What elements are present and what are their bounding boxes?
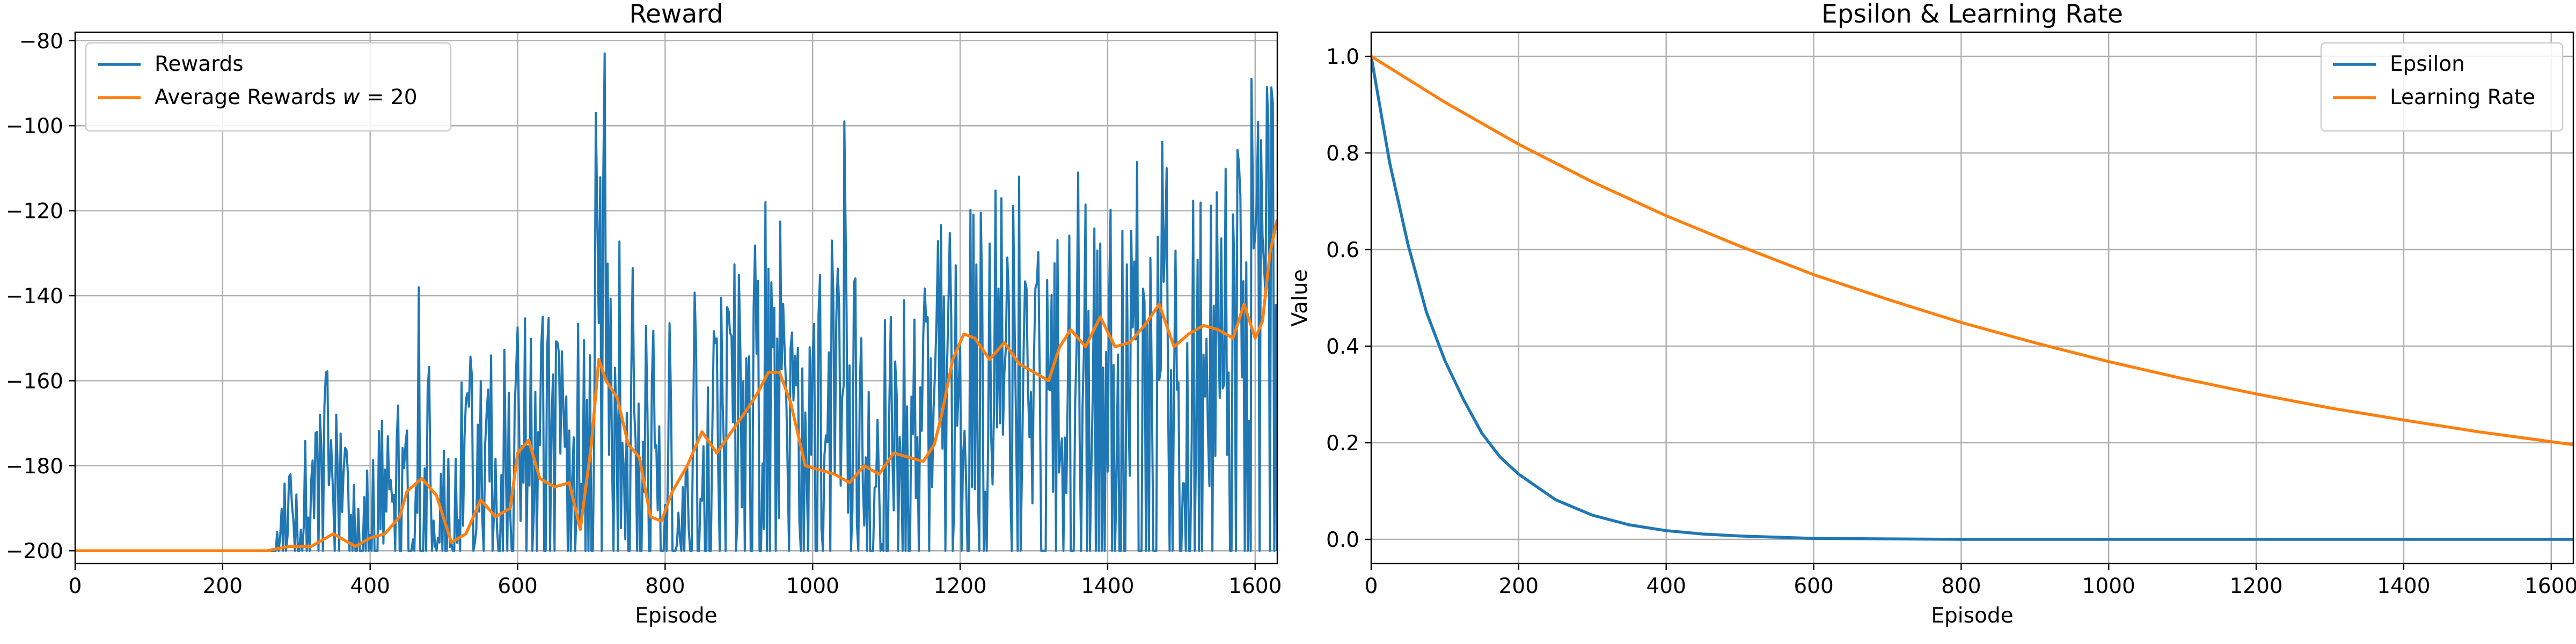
legend-entry: Epsilon <box>2390 52 2465 76</box>
legend: Rewards Average Rewards w = 20 <box>85 42 452 132</box>
legend-entry: Average Rewards w = 20 <box>155 85 418 109</box>
x-axis-label: Episode <box>1931 604 2013 628</box>
x-tick-label: 400 <box>350 574 390 598</box>
x-tick-label: 200 <box>1499 574 1539 598</box>
legend-entry: Rewards <box>155 52 244 76</box>
y-tick-label: 0.8 <box>1326 142 1359 166</box>
x-tick-label: 0 <box>69 574 82 598</box>
reward-chart: 0 200 400 600 800 1000 1200 1400 1600 −200 −180 −16… <box>6 0 1282 628</box>
y-tick-label: −160 <box>6 369 63 393</box>
y-tick-label: −200 <box>6 539 63 564</box>
axes-frame <box>1370 31 2574 565</box>
x-tick-label: 200 <box>203 574 243 598</box>
legend: Epsilon Learning Rate <box>2320 42 2564 132</box>
x-tick-label: 800 <box>645 574 685 598</box>
legend-entry: Learning Rate <box>2390 85 2535 109</box>
plot-area <box>75 52 1277 552</box>
x-tick-label: 600 <box>1794 574 1833 598</box>
series-line-0 <box>75 52 1277 552</box>
y-tick-label: 0.6 <box>1326 238 1359 262</box>
y-tick-label: −120 <box>6 200 63 224</box>
y-tick-label: 0.4 <box>1326 335 1359 359</box>
x-axis-label: Episode <box>635 604 717 628</box>
y-tick-label: 0.0 <box>1326 528 1359 552</box>
x-tick-label: 800 <box>1941 574 1981 598</box>
epsilon-learning-rate-chart: 0 200 400 600 800 1000 1200 1400 1600 0.0 0.2 0.4 0.… <box>1288 0 2576 628</box>
plot-area <box>1371 55 2573 541</box>
x-tick-label: 1000 <box>786 574 839 598</box>
x-tick-label: 1200 <box>933 574 986 598</box>
y-tick-label: 1.0 <box>1326 45 1359 69</box>
series-line-1 <box>75 218 1277 552</box>
x-tick-label: 1400 <box>2377 574 2430 598</box>
x-tick-label: 1200 <box>2229 574 2282 598</box>
y-tick-label: −140 <box>6 284 63 309</box>
legend-box <box>2320 42 2564 132</box>
y-tick-label: −100 <box>6 114 63 138</box>
y-tick-label: −80 <box>19 30 63 54</box>
y-tick-label: −180 <box>6 455 63 479</box>
chart-title: Reward <box>629 0 723 29</box>
x-tick-label: 0 <box>1365 574 1378 598</box>
y-tick-label: 0.2 <box>1326 431 1359 456</box>
x-tick-label: 1000 <box>2082 574 2135 598</box>
series-line-1 <box>1371 55 2573 447</box>
x-tick-label: 400 <box>1646 574 1686 598</box>
y-axis-label: Value <box>1288 269 1312 326</box>
legend-box <box>85 42 452 132</box>
x-tick-label: 1400 <box>1081 574 1134 598</box>
chart-title: Epsilon & Learning Rate <box>1821 0 2123 29</box>
axes-frame <box>74 31 1278 565</box>
x-tick-label: 1600 <box>1228 574 1282 598</box>
x-tick-label: 1600 <box>2524 574 2576 598</box>
series-line-0 <box>1371 56 2573 541</box>
x-tick-label: 600 <box>497 574 537 598</box>
